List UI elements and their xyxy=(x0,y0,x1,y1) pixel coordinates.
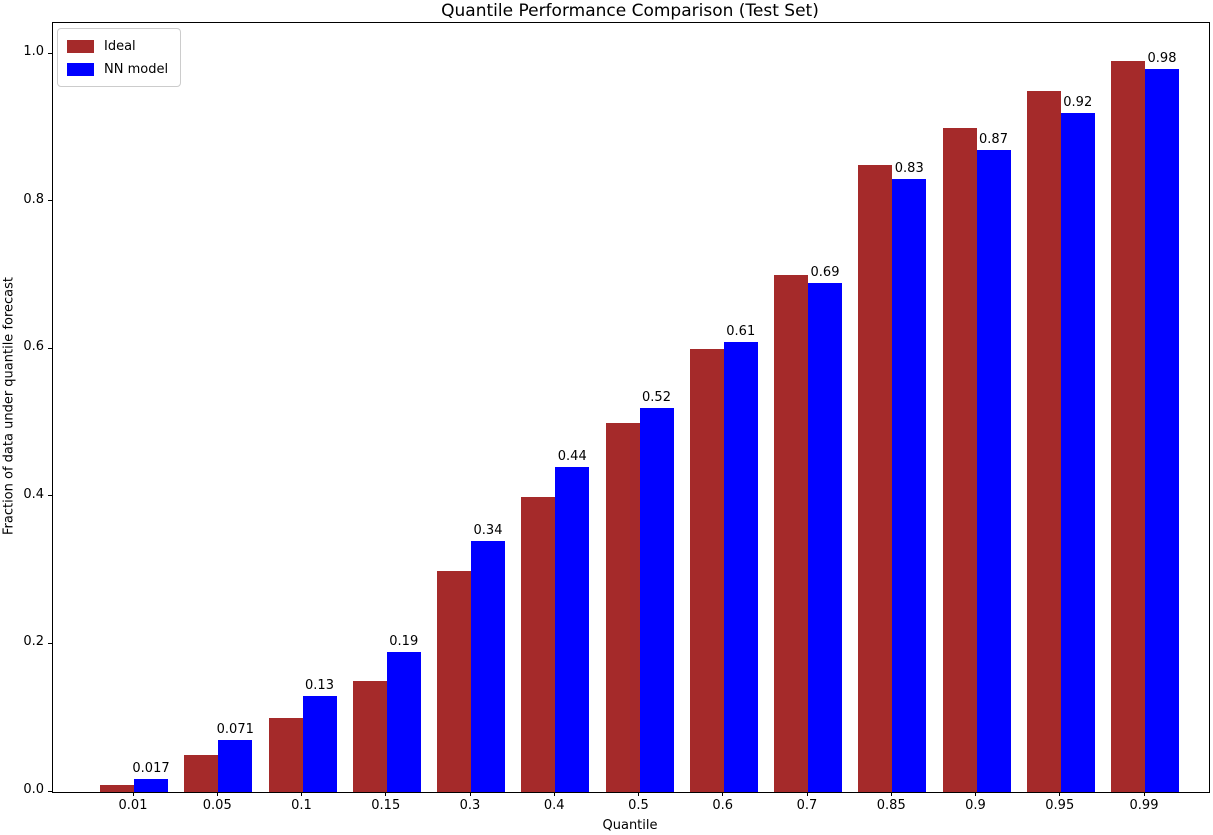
bar-nn-model xyxy=(723,341,758,792)
legend-swatch xyxy=(67,62,94,76)
x-tick-mark xyxy=(975,792,976,796)
x-tick-label: 0.9 xyxy=(965,798,986,813)
legend-label: Ideal xyxy=(104,38,136,54)
x-tick-mark xyxy=(1059,792,1061,796)
bar-nn-model xyxy=(134,779,168,792)
legend-item: NN model xyxy=(67,59,168,79)
x-tick-label: 0.95 xyxy=(1045,798,1075,813)
bar-value-label: 0.87 xyxy=(979,131,1008,147)
bar-ideal xyxy=(1111,61,1145,792)
bar-value-label: 0.19 xyxy=(389,633,419,649)
bar-ideal xyxy=(1026,90,1061,792)
bar-value-label: 0.61 xyxy=(726,323,756,339)
x-tick-label: 0.1 xyxy=(291,798,312,813)
y-tick-mark xyxy=(48,495,52,497)
bar-nn-model xyxy=(639,408,674,792)
plot-area: Ideal NN model 0.017 0.071 0.13 0.19 0.34 0.44… xyxy=(52,22,1210,793)
bar-value-label: 0.017 xyxy=(132,761,170,777)
x-tick-label: 0.85 xyxy=(876,798,906,813)
bar-value-label: 0.98 xyxy=(1147,50,1177,66)
x-tick-label: 0.15 xyxy=(371,798,401,813)
bar-nn-model xyxy=(471,541,505,792)
bar-value-label: 0.071 xyxy=(216,721,254,737)
y-tick-mark xyxy=(48,642,52,644)
x-tick-mark xyxy=(553,792,555,796)
x-tick-mark xyxy=(385,792,387,796)
x-tick-mark xyxy=(638,792,639,796)
bar-value-label: 0.92 xyxy=(1063,95,1093,111)
x-tick-label: 0.5 xyxy=(628,798,649,813)
legend-item: Ideal xyxy=(67,36,168,56)
x-tick-label: 0.4 xyxy=(543,798,565,813)
bar-nn-model xyxy=(1060,113,1095,792)
x-tick-mark xyxy=(890,792,892,796)
bar-value-label: 0.52 xyxy=(642,390,671,406)
y-tick-label: 0.2 xyxy=(23,634,44,650)
chart-title: Quantile Performance Comparison (Test Se… xyxy=(441,1,819,21)
bar-nn-model xyxy=(1145,68,1179,792)
x-tick-label: 0.05 xyxy=(202,798,232,813)
bar-ideal xyxy=(184,755,219,792)
bar-ideal xyxy=(689,349,724,792)
legend-label: NN model xyxy=(104,61,169,77)
bar-nn-model xyxy=(976,149,1011,792)
bar-value-label: 0.83 xyxy=(894,161,924,177)
bar-nn-model xyxy=(302,696,337,792)
y-tick-label: 0.0 xyxy=(23,782,44,797)
bar-nn-model xyxy=(218,739,253,792)
bar-ideal xyxy=(100,784,134,792)
x-tick-mark xyxy=(469,792,471,796)
x-tick-mark xyxy=(216,792,218,796)
bar-nn-model xyxy=(892,179,927,792)
x-tick-mark xyxy=(132,792,134,796)
y-tick-mark xyxy=(48,790,52,792)
bar-value-label: 0.69 xyxy=(810,264,840,280)
legend-swatch xyxy=(67,39,94,53)
x-tick-label: 0.3 xyxy=(459,798,481,813)
bar-ideal xyxy=(437,570,471,792)
bar-ideal xyxy=(605,423,640,792)
y-tick-mark xyxy=(48,52,52,54)
legend: Ideal NN model xyxy=(57,28,182,87)
bar-ideal xyxy=(352,681,387,792)
bar-value-label: 0.13 xyxy=(305,678,334,694)
bar-value-label: 0.44 xyxy=(557,449,587,465)
x-axis-label: Quantile xyxy=(602,818,658,833)
x-tick-mark xyxy=(806,792,808,796)
bar-nn-model xyxy=(555,467,590,792)
bar-ideal xyxy=(521,496,556,792)
y-tick-label: 1.0 xyxy=(23,44,44,59)
x-tick-mark xyxy=(301,792,302,796)
bar-value-label: 0.34 xyxy=(473,523,503,539)
x-tick-label: 0.6 xyxy=(712,798,734,813)
y-tick-label: 0.4 xyxy=(23,486,44,502)
x-tick-mark xyxy=(722,792,724,796)
bar-ideal xyxy=(268,718,303,792)
x-tick-label: 0.99 xyxy=(1129,798,1159,813)
bar-nn-model xyxy=(386,651,421,792)
x-tick-label: 0.01 xyxy=(118,798,148,813)
y-tick-label: 0.8 xyxy=(23,191,44,207)
bar-ideal xyxy=(858,164,893,792)
x-tick-label: 0.7 xyxy=(796,798,818,813)
x-tick-mark xyxy=(1143,792,1145,796)
bar-ideal xyxy=(774,275,808,792)
bar-nn-model xyxy=(808,282,842,792)
bar-ideal xyxy=(942,127,977,792)
y-tick-label: 0.6 xyxy=(23,339,44,355)
y-tick-mark xyxy=(48,347,52,349)
y-tick-mark xyxy=(48,200,52,202)
